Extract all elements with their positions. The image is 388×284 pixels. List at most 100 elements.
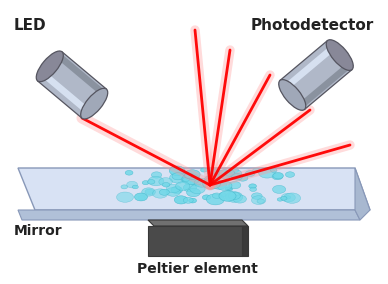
Ellipse shape bbox=[285, 196, 291, 199]
Ellipse shape bbox=[225, 192, 243, 202]
Ellipse shape bbox=[152, 189, 168, 198]
Ellipse shape bbox=[286, 172, 294, 177]
Ellipse shape bbox=[174, 196, 188, 204]
Ellipse shape bbox=[253, 168, 260, 173]
Ellipse shape bbox=[125, 170, 133, 175]
Ellipse shape bbox=[211, 180, 227, 189]
Ellipse shape bbox=[151, 172, 162, 178]
Ellipse shape bbox=[206, 194, 225, 205]
Ellipse shape bbox=[212, 193, 221, 199]
Ellipse shape bbox=[250, 187, 256, 191]
Ellipse shape bbox=[258, 168, 275, 178]
Polygon shape bbox=[280, 41, 352, 109]
Ellipse shape bbox=[257, 199, 264, 203]
Polygon shape bbox=[148, 220, 248, 226]
Ellipse shape bbox=[217, 170, 232, 179]
Ellipse shape bbox=[187, 188, 200, 197]
Ellipse shape bbox=[225, 187, 232, 191]
Ellipse shape bbox=[284, 193, 301, 203]
Ellipse shape bbox=[176, 182, 190, 190]
Ellipse shape bbox=[170, 172, 187, 183]
Polygon shape bbox=[299, 63, 351, 108]
Ellipse shape bbox=[249, 184, 256, 189]
Ellipse shape bbox=[203, 178, 221, 189]
Ellipse shape bbox=[189, 198, 196, 203]
Polygon shape bbox=[284, 45, 336, 90]
Ellipse shape bbox=[245, 171, 255, 176]
Text: LED: LED bbox=[14, 18, 47, 33]
Polygon shape bbox=[18, 210, 360, 220]
Ellipse shape bbox=[121, 185, 128, 189]
Ellipse shape bbox=[171, 187, 182, 193]
Ellipse shape bbox=[279, 80, 306, 110]
Ellipse shape bbox=[232, 174, 242, 180]
Polygon shape bbox=[57, 53, 105, 96]
Ellipse shape bbox=[135, 193, 147, 201]
Ellipse shape bbox=[145, 189, 154, 195]
Ellipse shape bbox=[219, 193, 226, 197]
Ellipse shape bbox=[181, 177, 189, 182]
Ellipse shape bbox=[184, 170, 200, 179]
Ellipse shape bbox=[270, 168, 277, 172]
Ellipse shape bbox=[209, 173, 220, 180]
Ellipse shape bbox=[229, 181, 241, 189]
Ellipse shape bbox=[132, 185, 138, 189]
Ellipse shape bbox=[163, 183, 170, 187]
Ellipse shape bbox=[281, 193, 295, 202]
Ellipse shape bbox=[207, 176, 216, 181]
Polygon shape bbox=[41, 72, 90, 114]
Polygon shape bbox=[242, 226, 248, 256]
Ellipse shape bbox=[201, 168, 207, 172]
Ellipse shape bbox=[251, 193, 262, 199]
Ellipse shape bbox=[169, 166, 185, 176]
Ellipse shape bbox=[228, 192, 241, 199]
Ellipse shape bbox=[36, 51, 63, 82]
Ellipse shape bbox=[225, 170, 235, 176]
Ellipse shape bbox=[217, 181, 232, 190]
Ellipse shape bbox=[229, 170, 242, 177]
Polygon shape bbox=[355, 168, 370, 220]
Ellipse shape bbox=[159, 178, 172, 186]
Polygon shape bbox=[18, 168, 370, 210]
Ellipse shape bbox=[142, 188, 156, 196]
Polygon shape bbox=[148, 226, 242, 256]
Ellipse shape bbox=[172, 173, 184, 180]
Ellipse shape bbox=[142, 181, 149, 185]
Ellipse shape bbox=[138, 196, 145, 200]
Ellipse shape bbox=[190, 184, 205, 194]
Polygon shape bbox=[38, 52, 106, 118]
Ellipse shape bbox=[183, 184, 197, 192]
Ellipse shape bbox=[272, 185, 286, 193]
Ellipse shape bbox=[190, 179, 202, 186]
Ellipse shape bbox=[326, 40, 353, 70]
Ellipse shape bbox=[126, 181, 137, 188]
Ellipse shape bbox=[219, 191, 236, 201]
Text: Photodetector: Photodetector bbox=[251, 18, 374, 33]
Ellipse shape bbox=[204, 175, 220, 184]
Text: Mirror: Mirror bbox=[14, 224, 62, 238]
Ellipse shape bbox=[182, 174, 200, 184]
Ellipse shape bbox=[281, 197, 287, 200]
Ellipse shape bbox=[166, 184, 180, 193]
Text: Peltier element: Peltier element bbox=[137, 262, 257, 276]
Ellipse shape bbox=[116, 192, 133, 202]
Ellipse shape bbox=[272, 173, 283, 180]
Ellipse shape bbox=[194, 178, 209, 187]
Ellipse shape bbox=[233, 195, 246, 203]
Ellipse shape bbox=[183, 197, 193, 203]
Ellipse shape bbox=[273, 172, 283, 179]
Ellipse shape bbox=[159, 189, 169, 195]
Ellipse shape bbox=[203, 195, 211, 200]
Ellipse shape bbox=[237, 175, 248, 181]
Ellipse shape bbox=[277, 198, 283, 201]
Ellipse shape bbox=[183, 177, 190, 181]
Ellipse shape bbox=[166, 187, 180, 196]
Ellipse shape bbox=[147, 179, 155, 184]
Ellipse shape bbox=[148, 176, 164, 186]
Ellipse shape bbox=[81, 88, 108, 119]
Ellipse shape bbox=[208, 169, 219, 176]
Ellipse shape bbox=[229, 167, 239, 173]
Ellipse shape bbox=[251, 196, 266, 204]
Ellipse shape bbox=[184, 173, 193, 178]
Ellipse shape bbox=[227, 187, 233, 191]
